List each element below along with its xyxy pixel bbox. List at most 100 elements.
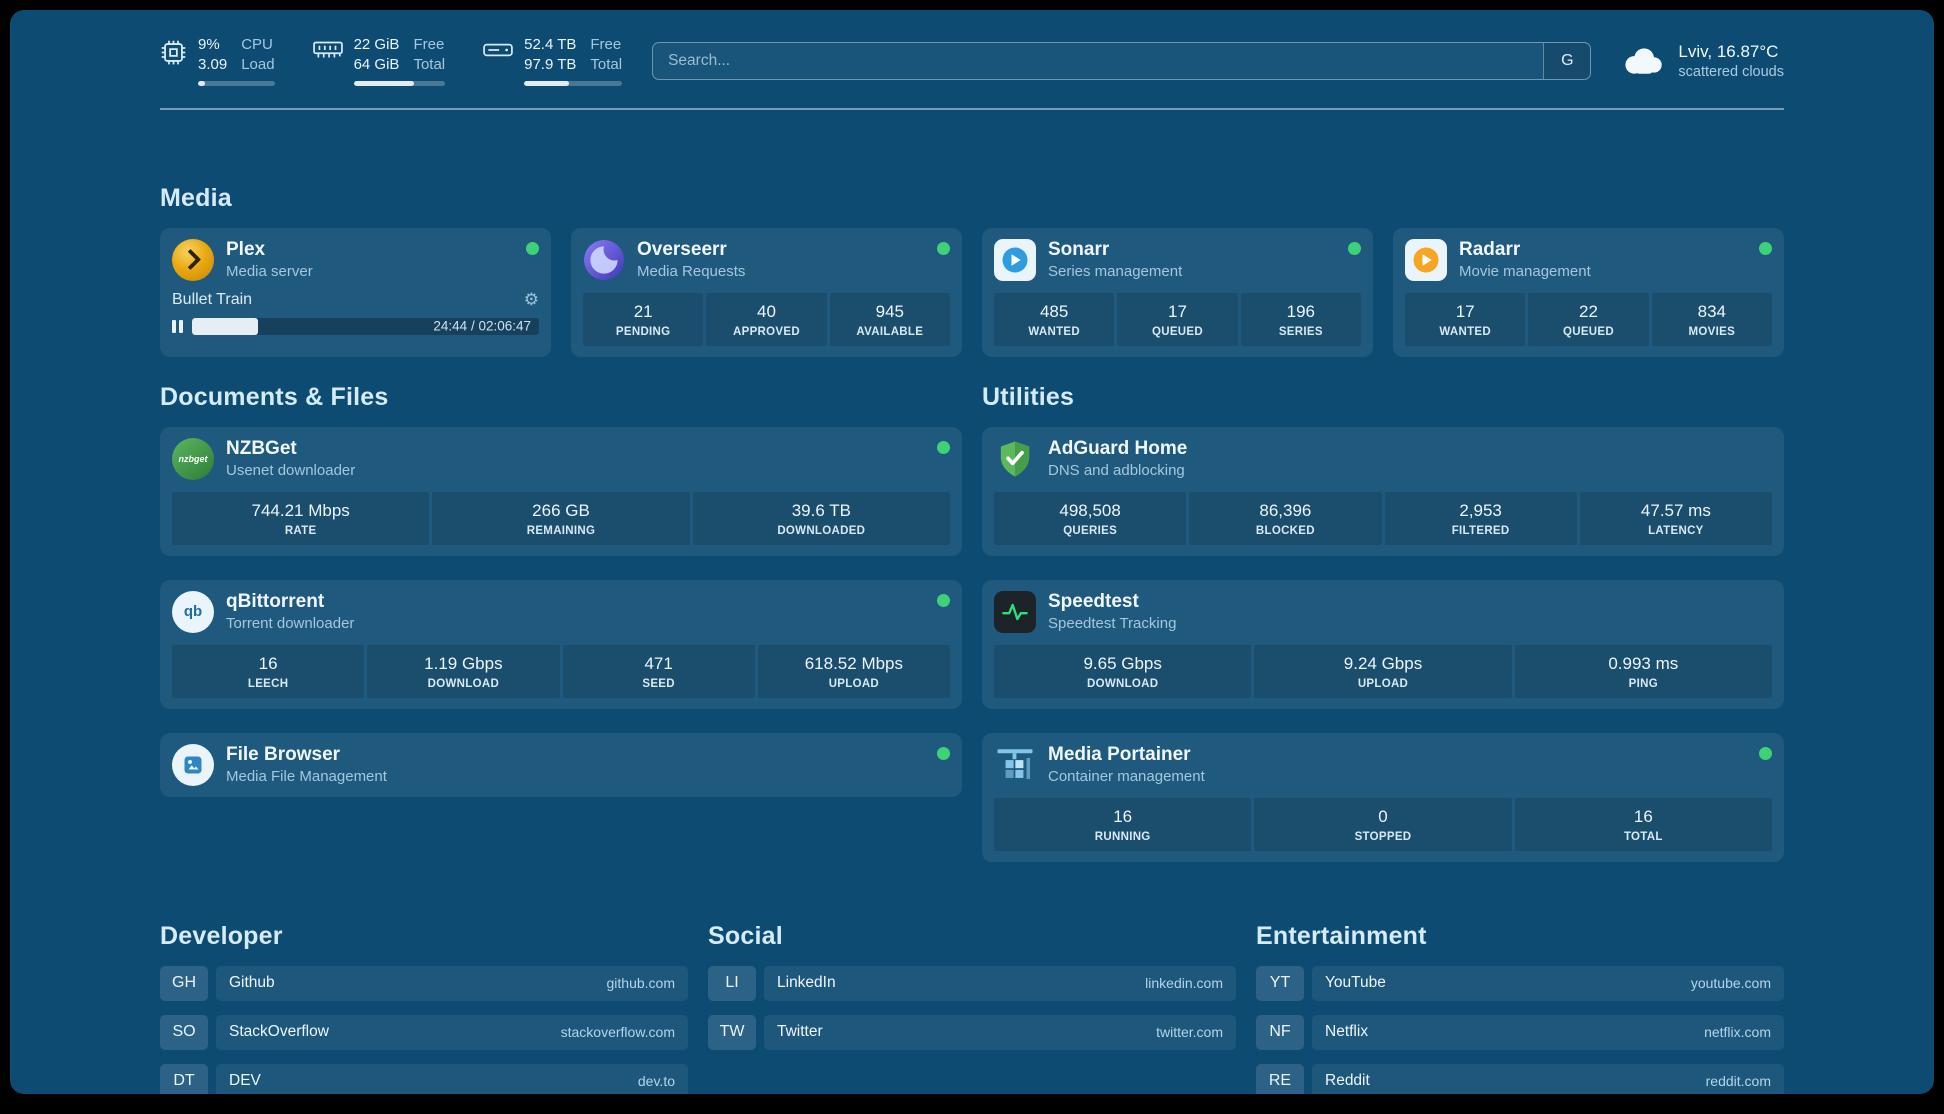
service-name: Media Portainer [1048, 744, 1191, 766]
status-dot [937, 593, 950, 607]
stat-queued: 17 QUEUED [1117, 292, 1238, 346]
radarr-icon [1405, 238, 1447, 281]
nzbget-icon: nzbget [172, 437, 214, 480]
service-name: Radarr [1459, 239, 1521, 261]
stat-downloaded: 39.6 TB DOWNLOADED [692, 491, 950, 545]
service-card-plex[interactable]: Plex Media server Bullet Train ⚙ 24:44 /… [160, 227, 551, 357]
service-card-speedtest[interactable]: Speedtest Speedtest Tracking 9.65 Gbps D… [982, 579, 1784, 709]
section-title-developer: Developer [160, 921, 283, 950]
stat-running: 16 RUNNING [994, 797, 1252, 851]
memory-total-label: Total [413, 55, 446, 73]
bookmark-stackoverflow[interactable]: SO StackOverflow stackoverflow.com [160, 1014, 688, 1050]
stat-download: 1.19 Gbps DOWNLOAD [367, 644, 560, 698]
service-subtitle: Container management [1048, 767, 1205, 785]
bookmark-group-entertainment: Entertainment YT YouTube youtube.com NF … [1256, 922, 1784, 1094]
plex-progress-fill [192, 317, 258, 335]
status-dot [937, 746, 950, 760]
stat-wanted: 17 WANTED [1405, 292, 1526, 346]
gear-icon[interactable]: ⚙ [523, 290, 539, 309]
disk-usage-fill [524, 80, 570, 86]
overseerr-icon [583, 239, 625, 281]
stat-remaining: 266 GB REMAINING [432, 491, 690, 545]
bookmark-reddit[interactable]: RE Reddit reddit.com [1256, 1063, 1784, 1094]
memory-total-value: 64 GiB [353, 55, 400, 73]
weather-location: Lviv, 16.87°C [1678, 41, 1779, 61]
service-subtitle: Usenet downloader [226, 461, 356, 479]
section-title-documents: Documents & Files [160, 382, 389, 411]
disk-total-label: Total [590, 55, 623, 73]
stat-queued: 22 QUEUED [1528, 292, 1649, 346]
bookmarks: Developer GH Github github.com SO StackO… [160, 921, 1784, 1095]
bookmark-netflix[interactable]: NF Netflix netflix.com [1256, 1014, 1784, 1050]
playback-progress-bar: 24:44 / 02:06:47 [192, 317, 539, 335]
topbar-divider [160, 107, 1784, 110]
stat-available: 945 AVAILABLE [829, 292, 950, 346]
service-card-nzbget[interactable]: nzbget NZBGet Usenet downloader 744.21 M… [160, 426, 962, 556]
service-subtitle: Media Requests [637, 262, 746, 280]
disk-widget: 52.4 TB Free 97.9 TB Total [483, 36, 623, 86]
service-card-sonarr[interactable]: Sonarr Series management 485 WANTED 17 Q… [982, 227, 1373, 357]
service-subtitle: Media File Management [226, 767, 387, 785]
service-name: Plex [226, 239, 266, 261]
bookmark-group-developer: Developer GH Github github.com SO StackO… [160, 921, 688, 1094]
stat-leech: 16 LEECH [172, 644, 365, 698]
service-card-portainer[interactable]: Media Portainer Container management 16 … [982, 732, 1784, 862]
bookmark-group-social: Social LI LinkedIn linkedin.com TW Twitt… [708, 922, 1236, 1095]
service-subtitle: Media server [226, 262, 313, 280]
memory-icon [312, 41, 343, 58]
service-card-qbittorrent[interactable]: qb qBittorrent Torrent downloader 16 LEE… [160, 579, 962, 709]
stat-pending: 21 PENDING [583, 292, 704, 346]
bookmark-linkedin[interactable]: LI LinkedIn linkedin.com [708, 965, 1236, 1001]
cpu-usage-fill [198, 80, 205, 86]
section-title-utilities: Utilities [982, 382, 1075, 411]
pause-button[interactable] [172, 319, 183, 333]
stat-rate: 744.21 Mbps RATE [172, 491, 430, 545]
service-name: File Browser [226, 744, 341, 766]
stat-wanted: 485 WANTED [994, 292, 1115, 346]
service-card-filebrowser[interactable]: File Browser Media File Management [160, 732, 962, 797]
status-dot [1759, 746, 1772, 760]
service-name: Speedtest [1048, 591, 1139, 613]
stat-stopped: 0 STOPPED [1254, 797, 1512, 851]
stat-queries: 498,508 QUERIES [994, 491, 1187, 545]
section-utilities: Utilities AdGuard Home [982, 383, 1784, 862]
memory-widget: 22 GiB Free 64 GiB Total [312, 36, 446, 86]
sonarr-icon [994, 238, 1036, 281]
bookmark-youtube[interactable]: YT YouTube youtube.com [1256, 965, 1784, 1001]
service-card-overseerr[interactable]: Overseerr Media Requests 21 PENDING 40 A… [571, 227, 962, 357]
disk-icon [483, 43, 513, 57]
stat-latency: 47.57 ms LATENCY [1579, 491, 1772, 545]
stat-blocked: 86,396 BLOCKED [1189, 491, 1382, 545]
now-playing-title: Bullet Train [172, 290, 253, 308]
filebrowser-icon [172, 743, 214, 786]
service-card-radarr[interactable]: Radarr Movie management 17 WANTED 22 QUE… [1393, 227, 1784, 357]
system-widgets: 9% CPU 3.09 Load 22 GiB Free 64 GiB [160, 36, 623, 86]
cpu-usage-label: CPU [241, 36, 273, 53]
service-subtitle: DNS and adblocking [1048, 461, 1185, 479]
status-dot [1348, 241, 1361, 255]
memory-free-label: Free [413, 36, 445, 53]
memory-usage-bar [353, 80, 446, 86]
service-subtitle: Speedtest Tracking [1048, 614, 1177, 632]
status-dot [526, 241, 539, 255]
service-card-adguard[interactable]: AdGuard Home DNS and adblocking 498,508 … [982, 426, 1784, 556]
status-dot [937, 440, 950, 454]
section-documents: Documents & Files nzbget NZBGet Usenet d… [160, 383, 962, 797]
speedtest-pulse-icon [994, 590, 1036, 633]
cpu-usage-bar [198, 80, 275, 86]
bookmark-github[interactable]: GH Github github.com [160, 965, 688, 1001]
search-provider-button[interactable]: G [1543, 42, 1591, 79]
portainer-crane-icon [994, 744, 1036, 786]
stat-series: 196 SERIES [1240, 292, 1361, 346]
cpu-usage-value: 9% [198, 36, 220, 53]
plex-icon [172, 238, 214, 281]
search-input[interactable] [653, 42, 1544, 79]
bookmark-twitter[interactable]: TW Twitter twitter.com [708, 1014, 1236, 1050]
bookmark-dev[interactable]: DT DEV dev.to [160, 1063, 688, 1094]
service-subtitle: Series management [1048, 262, 1183, 280]
stat-upload: 9.24 Gbps UPLOAD [1254, 644, 1512, 698]
stat-seed: 471 SEED [562, 644, 755, 698]
memory-free-value: 22 GiB [353, 36, 400, 53]
disk-total-value: 97.9 TB [524, 55, 577, 73]
disk-free-label: Free [590, 36, 622, 53]
